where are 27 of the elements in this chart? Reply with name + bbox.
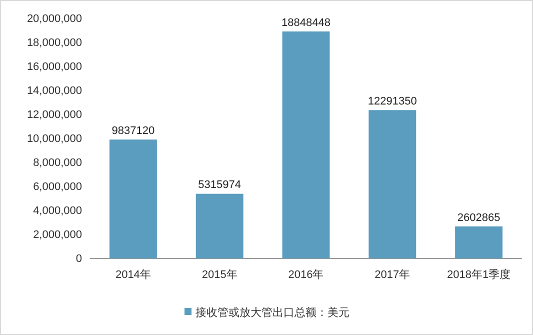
x-tick-label: 2015年 xyxy=(202,269,238,281)
legend-label: 接收管或放大管出口总额：美元 xyxy=(196,306,350,319)
data-label: 12291350 xyxy=(368,96,417,108)
y-tick-label: 18,000,000 xyxy=(26,37,82,49)
y-tick-label: 16,000,000 xyxy=(26,61,82,73)
bar xyxy=(282,31,330,258)
y-tick-label: 12,000,000 xyxy=(26,109,82,121)
bar xyxy=(455,226,503,258)
y-tick-label: 4,000,000 xyxy=(33,205,82,217)
data-label: 18848448 xyxy=(282,16,330,29)
x-tick-label: 2017年 xyxy=(374,269,410,281)
x-tick-label: 2014年 xyxy=(115,269,151,281)
y-tick-label: 2,000,000 xyxy=(33,229,82,241)
bar xyxy=(109,140,157,258)
y-tick-label: 10,000,000 xyxy=(26,133,82,145)
y-tick-label: 14,000,000 xyxy=(26,85,82,97)
bar xyxy=(368,110,416,258)
y-tick-label: 6,000,000 xyxy=(33,181,82,193)
data-label: 2602865 xyxy=(457,212,500,224)
x-tick-label: 2018年1季度 xyxy=(447,268,511,281)
data-label: 5315974 xyxy=(198,179,242,192)
data-label: 9837120 xyxy=(112,124,155,137)
y-tick-label: 0 xyxy=(76,253,82,265)
x-tick-label: 2016年 xyxy=(288,269,324,281)
y-tick-label: 20,000,000 xyxy=(26,13,82,25)
bar xyxy=(196,194,244,258)
y-tick-label: 8,000,000 xyxy=(33,157,82,169)
